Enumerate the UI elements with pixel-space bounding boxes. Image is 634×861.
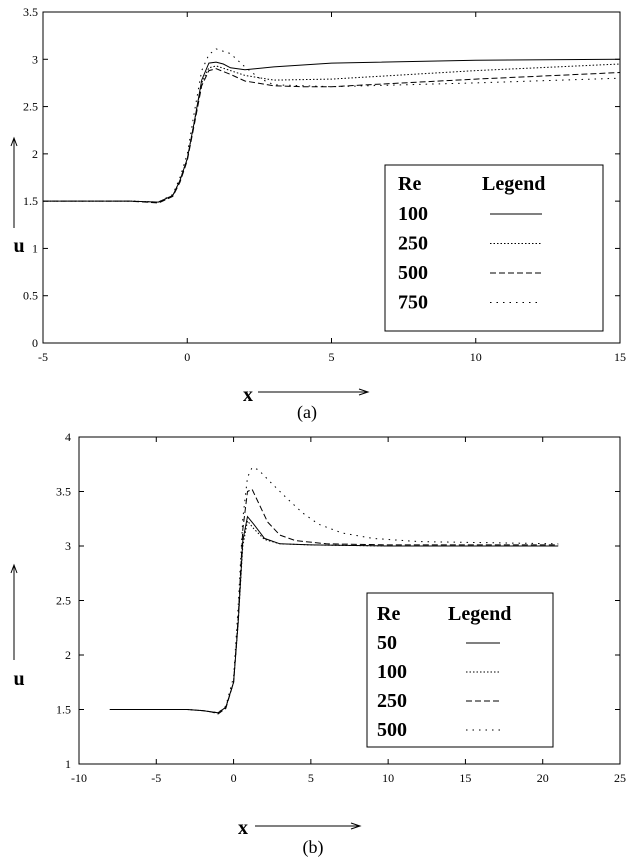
x-axis-arrowhead xyxy=(350,822,362,830)
x-tick-label: 0 xyxy=(184,350,190,364)
y-tick-label: 1.5 xyxy=(23,194,38,208)
x-tick-label: 5 xyxy=(308,771,314,785)
legend-label-re-100: 100 xyxy=(398,203,428,225)
x-tick-label: 15 xyxy=(614,350,626,364)
chart-caption: (a) xyxy=(297,402,317,423)
series-line-re-100 xyxy=(109,519,559,714)
legend-box xyxy=(384,164,604,332)
y-tick-label: 3.5 xyxy=(23,5,38,19)
y-tick-label: 2.5 xyxy=(23,100,38,114)
legend-label-re-50: 50 xyxy=(377,632,397,654)
x-tick-label: 25 xyxy=(614,771,626,785)
y-tick-label: 4 xyxy=(65,430,71,444)
x-tick-label: 15 xyxy=(459,771,471,785)
series-line-re-500 xyxy=(43,68,621,204)
legend-header-re: Re xyxy=(377,603,400,625)
y-axis-label: u xyxy=(13,235,24,257)
y-tick-label: 3.5 xyxy=(56,485,71,499)
legend-header-legend: Legend xyxy=(448,603,511,625)
x-axis-arrowhead xyxy=(358,388,370,396)
chart-caption: (b) xyxy=(303,837,324,858)
legend: Re Legend 50 100 250 500 xyxy=(366,592,554,748)
legend-label-re-500: 500 xyxy=(398,262,428,284)
series-line-re-500 xyxy=(109,466,559,714)
x-tick-label: 10 xyxy=(382,771,394,785)
legend-box xyxy=(366,592,554,748)
legend-label-re-250: 250 xyxy=(377,690,407,712)
series-line-re-250 xyxy=(109,488,559,715)
legend-label-re-250: 250 xyxy=(398,233,428,255)
y-tick-label: 2.5 xyxy=(56,594,71,608)
y-tick-label: 1 xyxy=(32,241,38,255)
y-axis-label: u xyxy=(13,668,24,690)
legend-label-re-100: 100 xyxy=(377,661,407,683)
series-line-re-100 xyxy=(43,58,621,203)
x-axis-label: x xyxy=(243,384,253,406)
x-tick-label: 20 xyxy=(537,771,549,785)
legend-label-re-750: 750 xyxy=(398,292,428,314)
x-tick-label: -10 xyxy=(71,771,87,785)
x-tick-label: 0 xyxy=(231,771,237,785)
x-tick-label: -5 xyxy=(151,771,161,785)
y-axis-arrowhead xyxy=(10,136,18,147)
x-tick-label: 10 xyxy=(470,350,482,364)
legend-label-re-500: 500 xyxy=(377,719,407,741)
y-tick-label: 3 xyxy=(32,52,38,66)
y-tick-label: 1 xyxy=(65,757,71,771)
series-line-re-250 xyxy=(43,63,621,203)
y-tick-label: 0 xyxy=(32,336,38,350)
legend-header-legend: Legend xyxy=(482,173,545,195)
y-tick-label: 1.5 xyxy=(56,703,71,717)
y-axis-arrowhead xyxy=(10,563,18,574)
y-tick-label: 0.5 xyxy=(23,289,38,303)
legend: Re Legend 100 250 500 750 xyxy=(384,164,604,332)
chart-2: -10 -5 0 5 10 15 20 25 1 1.5 2 2.5 3 3.5 4 u x Re Legend 50… xyxy=(10,430,626,858)
x-tick-label: -5 xyxy=(38,350,48,364)
y-tick-label: 2 xyxy=(65,648,71,662)
y-tick-label: 3 xyxy=(65,539,71,553)
y-tick-label: 2 xyxy=(32,147,38,161)
legend-header-re: Re xyxy=(398,173,421,195)
x-tick-label: 5 xyxy=(329,350,335,364)
x-axis-label: x xyxy=(238,817,248,839)
